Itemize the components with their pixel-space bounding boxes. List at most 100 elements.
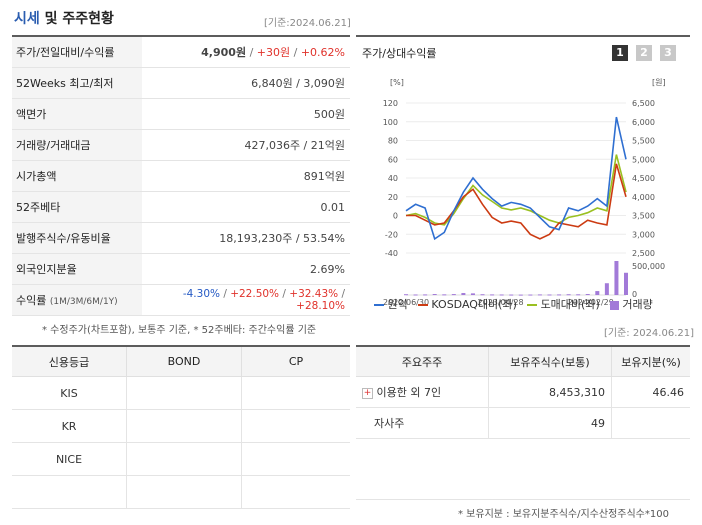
quote-row: 발행주식수/유동비율 18,193,230주 / 53.54% (12, 222, 350, 254)
col-header: BOND (126, 346, 242, 377)
expand-plus-icon[interactable]: + (362, 387, 373, 399)
table-row (12, 475, 350, 509)
bond-rating (126, 376, 242, 410)
holder-shares: 49 (488, 407, 612, 439)
chart-tab-2[interactable]: 2 (636, 45, 652, 61)
chart-tab-1[interactable]: 1 (612, 45, 628, 61)
right-tick-label: 2,500 (632, 249, 655, 258)
bond-rating (126, 475, 242, 509)
volume-bar (423, 294, 428, 296)
volume-bar (451, 294, 456, 296)
holder-shares: 8,453,310 (488, 376, 612, 408)
table-row: NICE (12, 442, 350, 476)
page-title: 시세 및 주주현황 (14, 8, 114, 28)
left-tick-label: -20 (385, 230, 398, 239)
legend-label: 거래량 (622, 298, 653, 311)
volume-bar (470, 293, 475, 295)
volume-bar (442, 294, 447, 296)
quote-value: 891억원 (142, 160, 350, 192)
quote-label: 52주베타 (12, 191, 142, 223)
volume-bar (566, 294, 571, 296)
table-row: + 이용한 외 7인 8,453,310 46.46 (356, 376, 690, 408)
table-header: 주요주주 보유주식수(보통) 보유지분(%) (356, 346, 690, 377)
cp-rating (241, 442, 350, 476)
credit-table: 신용등급 BOND CP KIS KR NICE (12, 345, 350, 509)
col-header: 보유지분(%) (611, 346, 690, 377)
agency (12, 475, 127, 509)
return-1y: +28.10% (296, 300, 345, 312)
table-row (356, 439, 690, 470)
volume-bar (595, 291, 600, 295)
quote-row: 액면가 500원 (12, 98, 350, 130)
legend-swatch-icon (609, 300, 619, 310)
quote-row: 외국인지분율 2.69% (12, 253, 350, 285)
quote-label: 발행주식수/유동비율 (12, 222, 142, 254)
volume-bar (614, 261, 619, 295)
volume-bar (499, 294, 504, 296)
quote-row-returns: 수익률 (1M/3M/6M/1Y) -4.30% / +22.50% / +32… (12, 284, 350, 316)
chart-date: [기준: 2024.06.21] (604, 328, 695, 339)
col-header: 보유주식수(보통) (488, 346, 612, 377)
return-1m: -4.30% (182, 288, 220, 300)
cp-rating (241, 409, 350, 443)
legend-label: 도매대비(좌) (540, 298, 600, 311)
legend-item[interactable]: 거래량 (609, 298, 653, 311)
volume-bar (413, 294, 418, 296)
title-main: 시세 (14, 11, 40, 27)
quote-value: 6,840원 / 3,090원 (142, 67, 350, 99)
quote-row: 거래량/거래대금 427,036주 / 21억원 (12, 129, 350, 161)
holders-footnote: * 보유지분 : 보유지분주식수/지수산정주식수*100 (458, 509, 669, 520)
right-tick-label: 4,000 (632, 193, 655, 202)
quote-label: 외국인지분율 (12, 253, 142, 285)
right-tick-label: 6,000 (632, 118, 655, 127)
volume-bar (432, 294, 437, 296)
quote-label: 52Weeks 최고/최저 (12, 67, 142, 99)
chart-legend: 원익 KOSDAQ대비(좌) 도매대비(좌) 거래량 (374, 293, 653, 312)
legend-item[interactable]: 도매대비(좌) (527, 298, 600, 311)
return-3m: +22.50% (230, 288, 280, 300)
volume-tick-label: 0 (632, 290, 637, 299)
left-tick-label: 0 (393, 212, 398, 221)
series-line-0 (405, 116, 627, 241)
holder-pct: 46.46 (611, 376, 690, 408)
left-tick-label: 40 (388, 174, 398, 183)
quote-row: 52주베타 0.01 (12, 191, 350, 223)
left-tick-label: -40 (385, 249, 398, 258)
col-header: CP (241, 346, 350, 377)
price-change: +30원 (256, 46, 291, 59)
legend-item[interactable]: KOSDAQ대비(좌) (417, 298, 517, 311)
volume-bar (528, 294, 533, 296)
quote-row: 52Weeks 최고/최저 6,840원 / 3,090원 (12, 67, 350, 99)
chart-tab-3[interactable]: 3 (660, 45, 676, 61)
col-header: 주요주주 (356, 346, 489, 377)
right-tick-label: 6,500 (632, 99, 655, 108)
left-tick-label: 20 (388, 193, 398, 202)
x-tick-label: 2024/02/29 (568, 298, 614, 307)
returns-periods: (1M/3M/6M/1Y) (49, 297, 118, 307)
quote-label: 시가총액 (12, 160, 142, 192)
quote-table: 주가/전일대비/수익률 4,900원 / +30원 / +0.62% 52Wee… (12, 35, 350, 316)
quote-value: 2.69% (142, 253, 350, 285)
volume-bar (547, 294, 552, 296)
chart-svg: [%] [원] 120 6,500 100 6,000 80 5,500 60 5,000 40… (383, 78, 666, 307)
quote-row-price: 주가/전일대비/수익률 4,900원 / +30원 / +0.62% (12, 36, 350, 68)
volume-bar (585, 294, 590, 296)
legend-label: 원익 (387, 298, 408, 311)
price-rate: +0.62% (300, 46, 345, 59)
right-tick-label: 3,000 (632, 230, 655, 239)
holder-pct (611, 407, 690, 439)
legend-item[interactable]: 원익 (374, 298, 408, 311)
volume-bar (557, 294, 562, 296)
left-tick-label: 100 (383, 118, 398, 127)
agency: KR (12, 409, 127, 443)
table-row: 자사주 49 (356, 407, 690, 439)
quote-label: 주가/전일대비/수익률 (12, 36, 142, 68)
volume-bar (537, 294, 542, 296)
quote-value: 427,036주 / 21억원 (142, 129, 350, 161)
x-tick-label: 2022/06/30 (383, 298, 429, 307)
quote-value: 0.01 (142, 191, 350, 223)
series-line-2 (405, 154, 627, 226)
x-tick-label: 2023/04/28 (478, 298, 524, 307)
return-6m: +32.43% (289, 288, 339, 300)
holder-name: 이용한 외 7인 (376, 386, 442, 399)
